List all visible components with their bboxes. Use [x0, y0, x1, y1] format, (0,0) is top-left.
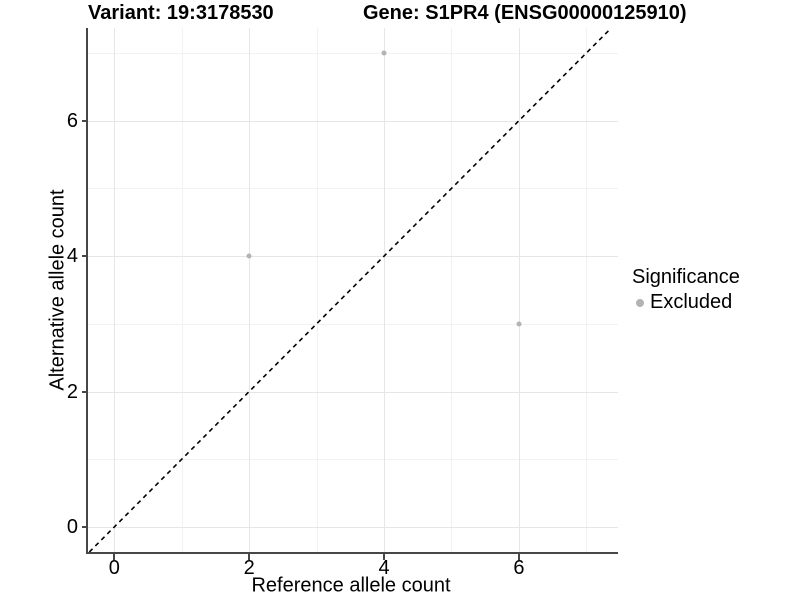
data-point — [246, 253, 252, 259]
y-axis-tick — [82, 119, 88, 122]
x-tick-label: 4 — [378, 557, 390, 579]
grid-line-x-major — [114, 28, 116, 552]
legend-items: Excluded — [632, 291, 740, 314]
x-tick-label: 6 — [513, 557, 525, 579]
data-point — [516, 321, 522, 327]
y-axis-title: Alternative allele count — [46, 189, 69, 391]
grid-line-y-major — [88, 391, 618, 393]
x-axis-tick — [383, 554, 386, 560]
identity-dashed-line — [88, 28, 612, 552]
y-tick-label: 4 — [66, 245, 78, 268]
y-tick-label: 6 — [66, 109, 78, 132]
grid-line-x-major — [518, 28, 520, 552]
y-axis-tick — [82, 390, 88, 393]
grid-line-x-major — [249, 28, 251, 552]
grid-line-y-minor — [88, 53, 618, 55]
legend-key-dot — [636, 298, 644, 307]
legend-item: Excluded — [632, 291, 740, 314]
data-point — [381, 50, 387, 56]
y-tick-label: 2 — [66, 380, 78, 403]
identity-line-layer — [88, 28, 612, 552]
grid-line-x-minor — [181, 28, 183, 552]
grid-line-x-minor — [316, 28, 318, 552]
grid-line-y-minor — [88, 188, 618, 190]
gene-title: Gene: S1PR4 (ENSG00000125910) — [363, 2, 687, 24]
plot-panel — [86, 28, 618, 554]
y-axis-tick — [82, 255, 88, 258]
grid-line-y-minor — [88, 323, 618, 325]
grid-line-y-major — [88, 256, 618, 258]
grid-line-x-minor — [586, 28, 588, 552]
y-axis-tick — [82, 525, 88, 528]
y-tick-label: 0 — [66, 515, 78, 538]
x-tick-label: 0 — [108, 557, 120, 579]
x-tick-label: 2 — [243, 557, 255, 579]
legend: Significance Excluded — [632, 266, 740, 314]
variant-title: Variant: 19:3178530 — [88, 2, 274, 24]
legend-item-label: Excluded — [650, 291, 733, 313]
x-axis-tick — [248, 554, 251, 560]
x-axis-tick — [113, 554, 116, 560]
grid-line-y-major — [88, 526, 618, 528]
x-axis-tick — [517, 554, 520, 560]
grid-line-x-major — [384, 28, 386, 552]
grid-line-y-minor — [88, 459, 618, 461]
x-axis-title: Reference allele count — [251, 574, 451, 597]
grid-line-y-major — [88, 120, 618, 122]
grid-line-x-minor — [451, 28, 453, 552]
legend-title: Significance — [632, 266, 740, 288]
